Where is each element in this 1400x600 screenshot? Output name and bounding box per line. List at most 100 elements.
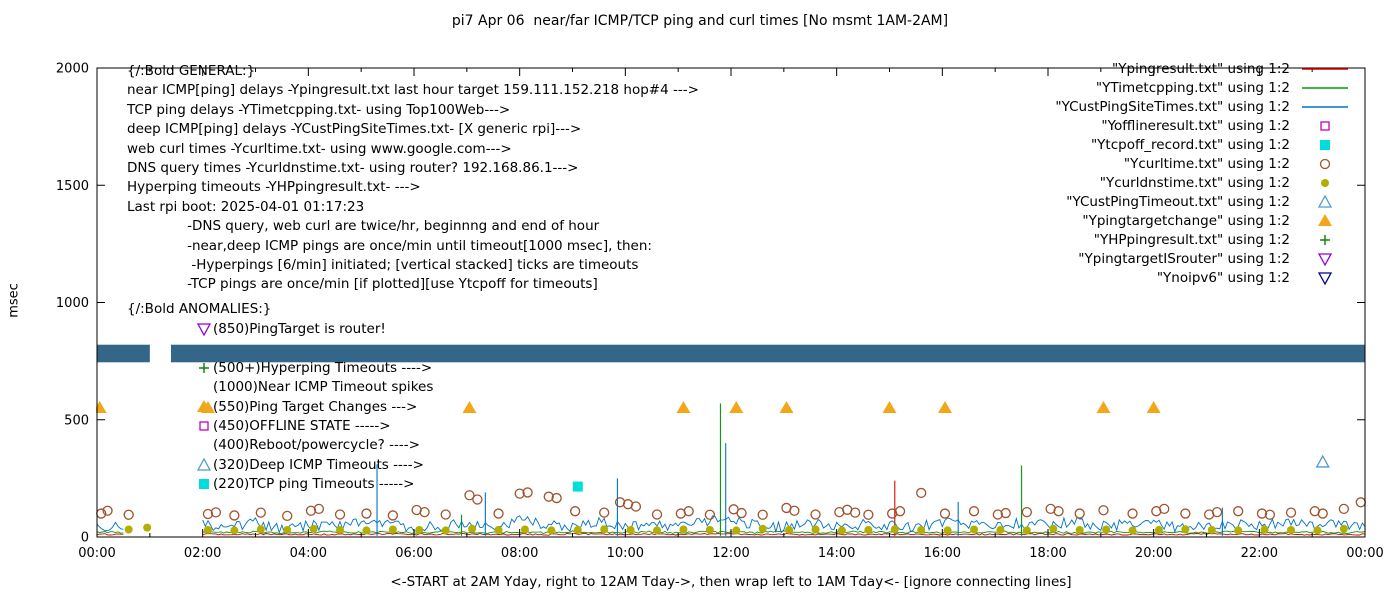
line-YCustPingSiteTimes.txt	[96, 515, 1366, 535]
triangle-up-filled-icon	[197, 399, 211, 412]
legend-item: "Ypingresult.txt" using 1:2	[1055, 59, 1352, 78]
y-axis-label: msec	[6, 283, 22, 318]
anomaly-item: (320)Deep ICMP Timeouts ---->	[197, 455, 433, 474]
general-heading: {/:Bold GENERAL:}	[127, 63, 256, 79]
marker-spacer	[197, 438, 211, 452]
legend: "Ypingresult.txt" using 1:2 "YTimetcpping…	[1055, 59, 1352, 287]
legend-item: "YCustPingSiteTimes.txt" using 1:2	[1055, 97, 1352, 116]
general-info-line: TCP ping delays -YTimetcpping.txt- using…	[127, 101, 511, 118]
general-info-block: {/:Bold GENERAL:} near ICMP[ping] delays…	[127, 62, 699, 295]
line-YTimetcpping.txt	[96, 530, 1366, 535]
x-tick-label: 18:00	[1029, 546, 1066, 561]
square-filled-icon	[199, 479, 209, 490]
chart-title: pi7 Apr 06 near/far ICMP/TCP ping and cu…	[451, 13, 949, 29]
triangle-up-open-icon	[197, 457, 211, 471]
x-tick-label: 04:00	[290, 546, 327, 561]
x-tick-label: 10:00	[607, 546, 644, 561]
legend-item: "Ynoipv6" using 1:2	[1055, 268, 1352, 287]
anomaly-item: (850)PingTarget is router!	[197, 319, 433, 338]
series-layer	[96, 344, 1366, 536]
general-info-line: web curl times -Ycurltime.txt- using www…	[127, 140, 512, 157]
legend-item: "Ycurldnstime.txt" using 1:2	[1055, 173, 1352, 192]
points-Ycurldnstime.txt	[124, 523, 1348, 535]
anomalies-heading: {/:Bold ANOMALIES:}	[127, 301, 272, 317]
circle-open-icon	[1319, 158, 1331, 169]
general-info-line: near ICMP[ping] delays -Ypingresult.txt …	[127, 82, 699, 99]
legend-label: "Ytcpoff_record.txt" using 1:2	[1090, 136, 1290, 153]
legend-label: "YTimetcpping.txt" using 1:2	[1095, 79, 1290, 96]
points-Ycurltime.txt	[96, 487, 1366, 522]
triangle-down-open-icon	[197, 323, 211, 337]
legend-item: "Ytcpoff_record.txt" using 1:2	[1055, 135, 1352, 154]
legend-label: "Yofflineresult.txt" using 1:2	[1101, 117, 1290, 134]
legend-label: "YpingtargetISrouter" using 1:2	[1078, 250, 1290, 267]
legend-item: "YpingtargetISrouter" using 1:2	[1055, 249, 1352, 268]
points-YCustPingTimeout.txt	[1315, 454, 1330, 468]
x-tick-label: 14:00	[818, 546, 855, 561]
circle-filled-icon	[1321, 178, 1329, 187]
y-tick-label: 1000	[56, 296, 89, 311]
legend-item: "Ypingtargetchange" using 1:2	[1055, 211, 1352, 230]
anomaly-item: (400)Reboot/powercycle? ---->	[197, 436, 433, 455]
x-axis-label: <-START at 2AM Yday, right to 12AM Tday-…	[390, 574, 1072, 590]
general-info-line: deep ICMP[ping] delays -YCustPingSiteTim…	[127, 121, 582, 138]
triangle-down-open-icon	[1317, 252, 1333, 266]
x-tick-label: 22:00	[1241, 546, 1278, 561]
anomaly-item: (450)OFFLINE STATE ----->	[197, 416, 433, 435]
anomaly-item: (550)Ping Target Changes --->	[197, 397, 433, 416]
anomalies-block: {/:Bold ANOMALIES:} (850)PingTarget is r…	[127, 300, 433, 494]
noipv6-band	[170, 344, 1365, 363]
general-info-line: Last rpi boot: 2025-04-01 01:17:23	[127, 198, 365, 215]
legend-label: "YCustPingTimeout.txt" using 1:2	[1066, 193, 1290, 210]
x-tick-label: 06:00	[395, 546, 432, 561]
anomaly-item	[197, 339, 433, 358]
noipv6-band	[97, 344, 150, 363]
legend-label: "Ypingresult.txt" using 1:2	[1112, 60, 1290, 77]
anomaly-text: (450)OFFLINE STATE ----->	[213, 418, 391, 435]
plus-icon	[1320, 234, 1330, 245]
legend-label: "Ynoipv6" using 1:2	[1156, 269, 1290, 286]
x-tick-label: 12:00	[712, 546, 749, 561]
square-filled-icon	[1320, 139, 1330, 150]
y-tick-label: 0	[81, 531, 89, 546]
anomaly-text: (850)PingTarget is router!	[213, 321, 386, 338]
anomaly-text: (220)TCP ping Timeouts ----->	[213, 476, 415, 493]
general-info-line: Hyperping timeouts -YHPpingresult.txt- -…	[127, 179, 421, 196]
x-tick-label: 08:00	[501, 546, 538, 561]
y-tick-label: 500	[64, 413, 89, 428]
general-info-line: DNS query times -Ycurldnstime.txt- using…	[127, 159, 579, 176]
general-info-line: -near,deep ICMP pings are once/min until…	[127, 237, 652, 254]
anomaly-text: (550)Ping Target Changes --->	[213, 398, 418, 415]
anomaly-text: (400)Reboot/powercycle? ---->	[213, 437, 420, 454]
square-open-icon	[199, 421, 209, 431]
triangle-up-filled-icon	[1318, 213, 1332, 226]
legend-item: "YTimetcpping.txt" using 1:2	[1055, 78, 1352, 97]
square-open-icon	[1320, 120, 1330, 131]
marker-spacer	[197, 341, 211, 355]
legend-label: "Ypingtargetchange" using 1:2	[1082, 212, 1290, 229]
y-tick-label: 1500	[56, 179, 89, 194]
anomaly-item: (500+)Hyperping Timeouts ---->	[197, 358, 433, 377]
x-tick-label: 00:00	[1346, 546, 1383, 561]
y-tick-label: 2000	[56, 62, 89, 77]
legend-item: "YHPpingresult.txt" using 1:2	[1055, 230, 1352, 249]
x-tick-label: 20:00	[1135, 546, 1172, 561]
legend-label: "Ycurltime.txt" using 1:2	[1123, 155, 1290, 172]
x-tick-label: 02:00	[184, 546, 221, 561]
plus-icon	[199, 362, 209, 373]
x-tick-label: 16:00	[924, 546, 961, 561]
line-icon	[1302, 67, 1348, 70]
x-tick-label: 00:00	[78, 546, 115, 561]
general-info-line: -Hyperpings [6/min] initiated; [vertical…	[127, 256, 639, 273]
legend-item: "Yofflineresult.txt" using 1:2	[1055, 116, 1352, 135]
marker-spacer	[197, 380, 211, 394]
anomaly-text: (320)Deep ICMP Timeouts ---->	[213, 456, 424, 473]
triangle-up-open-icon	[1317, 194, 1333, 208]
general-info-line: -DNS query, web curl are twice/hr, begin…	[127, 218, 600, 235]
line-icon	[1302, 105, 1348, 108]
triangle-down-open-icon	[1317, 271, 1333, 285]
line-icon	[1302, 86, 1348, 89]
legend-item: "YCustPingTimeout.txt" using 1:2	[1055, 192, 1352, 211]
